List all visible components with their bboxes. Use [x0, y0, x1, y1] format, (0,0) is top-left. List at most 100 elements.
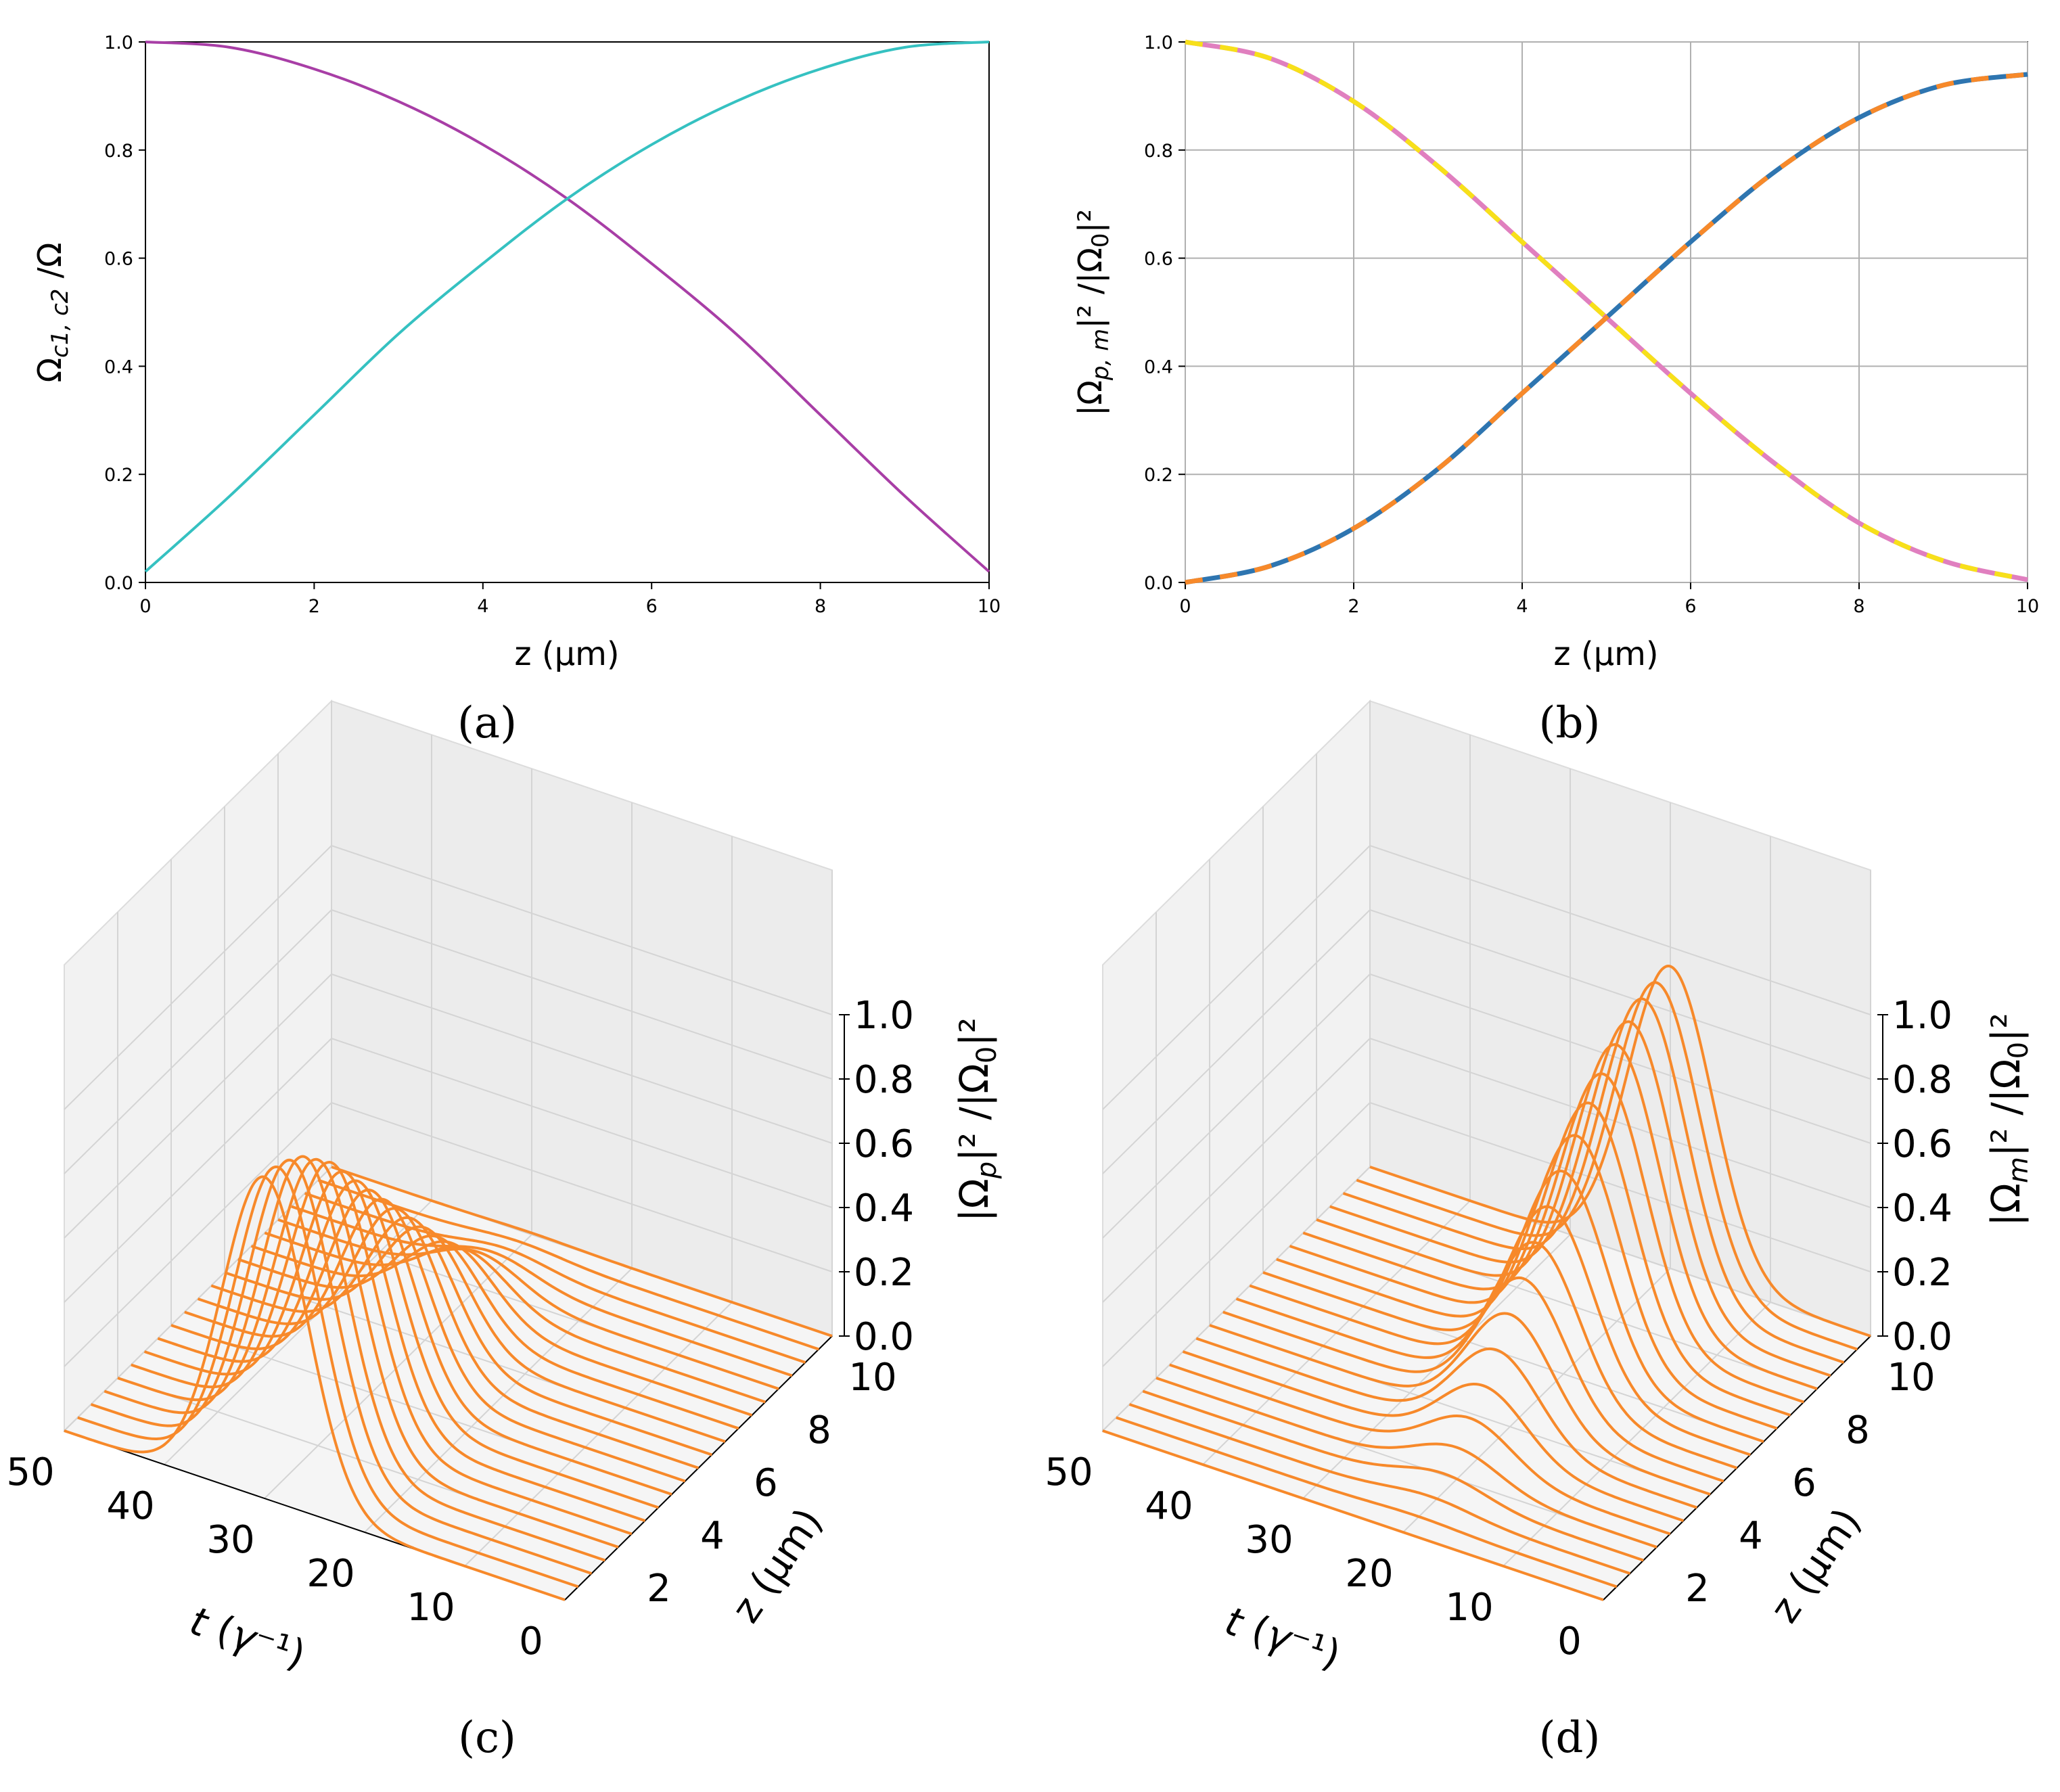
panel-b-xtick-label: 6	[1685, 596, 1696, 617]
panel-c-zlabel: z (µm)	[723, 1500, 831, 1631]
panel-a-xtick-label: 2	[308, 596, 320, 617]
panel-c-t-tick-label: 40	[106, 1484, 154, 1528]
panel-d-curve	[1316, 1042, 1818, 1390]
panel-a-ytick-label: 0.4	[104, 357, 133, 377]
panel-c-z-tick-label: 4	[700, 1514, 725, 1558]
panel-a-xtick-label: 8	[815, 596, 826, 617]
panel-d-curve	[1329, 1020, 1831, 1377]
panel-d-v-tick-label: 0.0	[1892, 1315, 1952, 1359]
panel-b-ytick-label: 0.8	[1144, 141, 1173, 162]
panel-d-box	[1101, 699, 1883, 1601]
panel-a-xtick-label: 4	[477, 596, 488, 617]
panel-d-side-gridline	[1102, 1102, 1371, 1367]
panel-d-t-tick-label: 20	[1345, 1552, 1393, 1596]
panel-d-back-gridline	[1369, 909, 1871, 1080]
panel-c-back-gridline	[331, 909, 833, 1080]
panel-c-z-tick-label: 8	[807, 1408, 831, 1452]
panel-c-curve	[184, 1197, 686, 1483]
panel-d-curve	[1102, 1429, 1604, 1601]
panel-c-curve	[237, 1234, 739, 1430]
panel-d-curve	[1302, 1072, 1804, 1404]
panel-c-curve	[104, 1155, 605, 1562]
panel-d-v-tick-label: 0.8	[1892, 1058, 1952, 1102]
panel-a-label: (a)	[457, 698, 517, 748]
panel-d-z-tick-label: 8	[1846, 1408, 1870, 1452]
panel-c-lines	[64, 1155, 833, 1601]
panel-d-tlabel: t (γ⁻¹)	[1220, 1598, 1346, 1678]
panel-d-curve	[1155, 1377, 1657, 1548]
panel-c-back-gridline	[331, 1102, 833, 1272]
panel-a-series-1	[144, 41, 990, 573]
panel-c-curve	[277, 1218, 779, 1390]
panel-c-t-tick-label: 20	[306, 1552, 354, 1596]
panel-a-xtick-label: 6	[646, 596, 658, 617]
panel-d-curve	[1128, 1403, 1631, 1575]
panel-d-curve	[1116, 1416, 1618, 1588]
panel-a-series-0	[145, 41, 990, 573]
panel-c-label: (c)	[458, 1713, 516, 1763]
panel-d-t-tick-label: 10	[1445, 1586, 1493, 1630]
panel-d-z-tick-label: 6	[1792, 1461, 1816, 1505]
panel-c-curve	[131, 1160, 633, 1536]
panel-d-zlabel: z (µm)	[1761, 1500, 1870, 1631]
panel-c-v-tick-label: 0.6	[854, 1122, 914, 1166]
panel-c-side-gridline	[64, 1102, 332, 1367]
panel-c-curve	[291, 1205, 793, 1377]
panel-c-t-tick-label: 0	[519, 1619, 543, 1663]
panel-d-curve	[1142, 1389, 1644, 1562]
panel-b-xtick-label: 10	[2016, 596, 2039, 617]
panel-b-series-1-dash	[1185, 72, 2028, 585]
panel-c-t-tick-label: 10	[407, 1586, 455, 1630]
panel-b-lines	[1185, 39, 2028, 585]
panel-c-curve	[90, 1158, 593, 1575]
panel-d-curve	[1289, 1101, 1791, 1417]
panel-d-z-tick-label: 2	[1685, 1567, 1710, 1611]
panel-a-ytick-label: 0.0	[104, 573, 133, 594]
panel-b-xtick-label: 2	[1348, 596, 1359, 617]
panel-d-back-gridline	[1369, 845, 1871, 1015]
panel-c-back-gridline	[331, 845, 833, 1015]
panel-d-curve	[1369, 965, 1871, 1337]
panel-d-t-tick-label: 50	[1045, 1450, 1093, 1494]
panel-c-curve	[264, 1231, 766, 1404]
panel-c-floor-gridline	[164, 1200, 432, 1465]
panel-b: 0 2 4 6 8 10 0.0 0.2 0.4 0.6 0.8 1.0 z (µm) |Ωp, m|…	[1072, 32, 2039, 748]
panel-c-vlabel: |Ωp|² /|Ω0|²	[951, 1017, 1003, 1222]
panel-a-ylabel: Ωc1, c2 /Ω	[31, 242, 74, 382]
panel-d-curve	[1182, 1350, 1685, 1522]
panel-d-side-gridline	[1102, 973, 1371, 1239]
panel-c-curve	[250, 1240, 753, 1417]
panel-c-z-tick-label: 6	[754, 1461, 778, 1505]
panel-c-side-gridline	[64, 909, 332, 1174]
panel-c-curve	[304, 1192, 806, 1364]
panel-c-tlabel: t (γ⁻¹)	[185, 1598, 311, 1678]
panel-b-xtick-label: 0	[1179, 596, 1191, 617]
panel-c-z-tick-label: 10	[848, 1356, 896, 1400]
panel-b-ylabel: |Ωp, m|² /|Ω0|²	[1072, 209, 1114, 416]
panel-c-v-tick-label: 0.0	[854, 1315, 914, 1359]
panel-a-ytick-label: 0.8	[104, 141, 133, 162]
panel-b-ytick-label: 0.2	[1144, 465, 1173, 486]
panel-d-t-tick-label: 30	[1245, 1518, 1293, 1562]
panel-a-ytick-label: 0.6	[104, 249, 133, 270]
panel-c-side-gridline	[64, 1038, 332, 1303]
panel-c-v-tick-label: 0.8	[854, 1058, 914, 1102]
panel-d-v-tick-label: 1.0	[1892, 994, 1952, 1038]
panel-c-curve	[157, 1179, 659, 1509]
panel-c-curve	[197, 1207, 700, 1469]
panel-b-ytick-label: 0.4	[1144, 357, 1173, 377]
panel-c-curve	[77, 1165, 579, 1588]
panel-b-ytick-label: 0.6	[1144, 249, 1173, 270]
panel-c-curve	[170, 1189, 672, 1496]
panel-d-side-gridline	[1102, 845, 1371, 1110]
panel-c-side-gridline	[64, 973, 332, 1239]
panel-c-t-tick-label: 50	[6, 1450, 54, 1494]
panel-c-v-tick-label: 1.0	[854, 994, 914, 1038]
panel-b-xlabel: z (µm)	[1553, 635, 1658, 673]
panel-d-back-gridline	[1369, 1102, 1871, 1272]
panel-a: 0 2 4 6 8 10 0.0 0.2 0.4 0.6 0.8 1.0 z (µm) Ωc1, c2…	[31, 32, 1001, 748]
panel-d-vlabel: |Ωm|² /|Ω0|²	[1983, 1013, 2034, 1226]
